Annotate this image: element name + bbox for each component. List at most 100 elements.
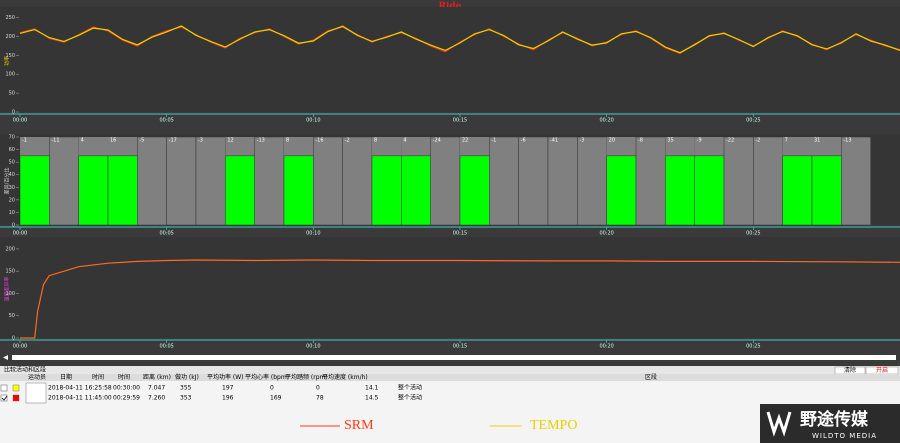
cell: 7.047 bbox=[148, 385, 165, 392]
difference-label: -2 bbox=[755, 138, 760, 144]
line bbox=[20, 259, 900, 339]
bar bbox=[635, 136, 666, 226]
cell: 0 bbox=[270, 385, 274, 392]
bar bbox=[782, 155, 813, 226]
legend-label: TEMPO bbox=[530, 418, 577, 433]
difference-label: 35 bbox=[667, 138, 673, 144]
cell: 整个活动 bbox=[398, 394, 422, 402]
y-tick-label: 70 bbox=[9, 135, 15, 141]
bar bbox=[459, 155, 490, 226]
bar bbox=[401, 155, 431, 226]
bar bbox=[283, 155, 314, 226]
y-tick-label: 0 bbox=[12, 110, 15, 116]
bar bbox=[694, 155, 725, 226]
column-header: 距离 (km) bbox=[143, 373, 171, 381]
color-swatch bbox=[12, 394, 20, 402]
y-tick-label: 100 bbox=[5, 72, 15, 78]
y-axis-label: 差异/百分比 bbox=[4, 168, 11, 195]
cell: 2018-04-11 16:25:58 bbox=[48, 385, 112, 392]
y-axis-label: 功率 bbox=[4, 56, 11, 66]
difference-label: -16 bbox=[315, 138, 323, 144]
difference-label: 4 bbox=[403, 138, 406, 144]
y-tick-label: 150 bbox=[5, 269, 15, 275]
bar bbox=[195, 136, 226, 226]
y-tick-label: 40 bbox=[9, 172, 15, 178]
difference-label: -3 bbox=[579, 138, 584, 144]
difference-label: 8 bbox=[374, 138, 377, 144]
y-tick-label: 100 bbox=[5, 291, 15, 297]
x-tick-label: 00:20 bbox=[599, 118, 613, 124]
cell: 2018-04-11 11:45:00 bbox=[48, 395, 112, 402]
button-label[interactable]: 开启 bbox=[876, 366, 888, 374]
bar bbox=[254, 136, 285, 226]
x-tick-label: 00:10 bbox=[306, 118, 320, 124]
column-header-bar bbox=[0, 374, 900, 381]
y-tick-label: 50 bbox=[9, 313, 15, 319]
y-tick-label: 20 bbox=[9, 197, 15, 203]
x-tick-label: 00:15 bbox=[453, 344, 467, 350]
cell: 353 bbox=[180, 395, 192, 402]
difference-label: -41 bbox=[550, 138, 558, 144]
watermark-bg bbox=[760, 404, 900, 443]
difference-label: 22 bbox=[462, 138, 468, 144]
y-tick-label: 10 bbox=[9, 210, 15, 216]
cell: 14.1 bbox=[365, 385, 379, 392]
x-tick-label: 00:00 bbox=[13, 118, 27, 124]
watermark-logo bbox=[766, 411, 792, 437]
bar bbox=[518, 136, 549, 226]
difference-label: -1 bbox=[491, 138, 496, 144]
y-tick-label: 200 bbox=[5, 246, 15, 252]
column-header: 平均踏频 (rpm) bbox=[285, 373, 328, 381]
difference-label: 12 bbox=[227, 138, 233, 144]
column-header: 日期 bbox=[60, 373, 72, 381]
bar bbox=[371, 155, 402, 226]
column-header: 平均心率 (bpm) bbox=[245, 373, 289, 381]
bar bbox=[137, 136, 167, 226]
difference-label: -13 bbox=[257, 138, 265, 144]
watermark-sub: WILDTO MEDIA bbox=[812, 432, 877, 440]
checkbox[interactable] bbox=[0, 384, 8, 392]
y-tick-label: 0 bbox=[12, 336, 15, 342]
color-swatch bbox=[12, 384, 20, 392]
line bbox=[19, 25, 900, 54]
cell: 7.260 bbox=[148, 395, 165, 402]
difference-label: -17 bbox=[169, 138, 177, 144]
bar bbox=[78, 155, 109, 226]
difference-label: -1 bbox=[22, 138, 27, 144]
cell: 196 bbox=[222, 395, 234, 402]
difference-label: -22 bbox=[726, 138, 734, 144]
button-label[interactable]: 清除 bbox=[844, 366, 856, 374]
scrollbar-thumb[interactable] bbox=[12, 355, 896, 360]
difference-label: -5 bbox=[139, 138, 144, 144]
cell: 整个活动 bbox=[398, 384, 422, 392]
plot-area bbox=[0, 237, 900, 338]
bar bbox=[665, 155, 695, 226]
cell: 00:30:00 bbox=[113, 385, 140, 392]
table-header-bar bbox=[0, 366, 900, 374]
bar bbox=[841, 136, 871, 226]
bar bbox=[606, 155, 637, 226]
bar bbox=[723, 136, 754, 226]
scroll-left[interactable] bbox=[3, 355, 8, 360]
column-header: 平均功率 (W) bbox=[207, 373, 244, 381]
bar bbox=[166, 136, 197, 226]
x-tick-label: 00:15 bbox=[453, 118, 467, 124]
y-tick-label: 50 bbox=[9, 91, 15, 97]
x-tick-label: 00:10 bbox=[306, 344, 320, 350]
cell: 0 bbox=[316, 385, 320, 392]
bar bbox=[811, 155, 842, 226]
difference-label: 4 bbox=[81, 138, 84, 144]
y-tick-label: 30 bbox=[9, 185, 15, 191]
bar bbox=[547, 136, 578, 226]
y-tick-label: 60 bbox=[9, 147, 15, 153]
difference-label: -13 bbox=[843, 138, 851, 144]
difference-label: 31 bbox=[814, 138, 820, 144]
cell: 169 bbox=[270, 395, 282, 402]
bar bbox=[313, 136, 343, 226]
y-axis-label: 温度差异率 bbox=[4, 276, 11, 301]
x-tick-label: 00:25 bbox=[746, 231, 760, 237]
y-tick-label: 0 bbox=[12, 223, 15, 229]
x-tick-label: 00:05 bbox=[159, 118, 173, 124]
checkbox[interactable] bbox=[0, 394, 8, 402]
